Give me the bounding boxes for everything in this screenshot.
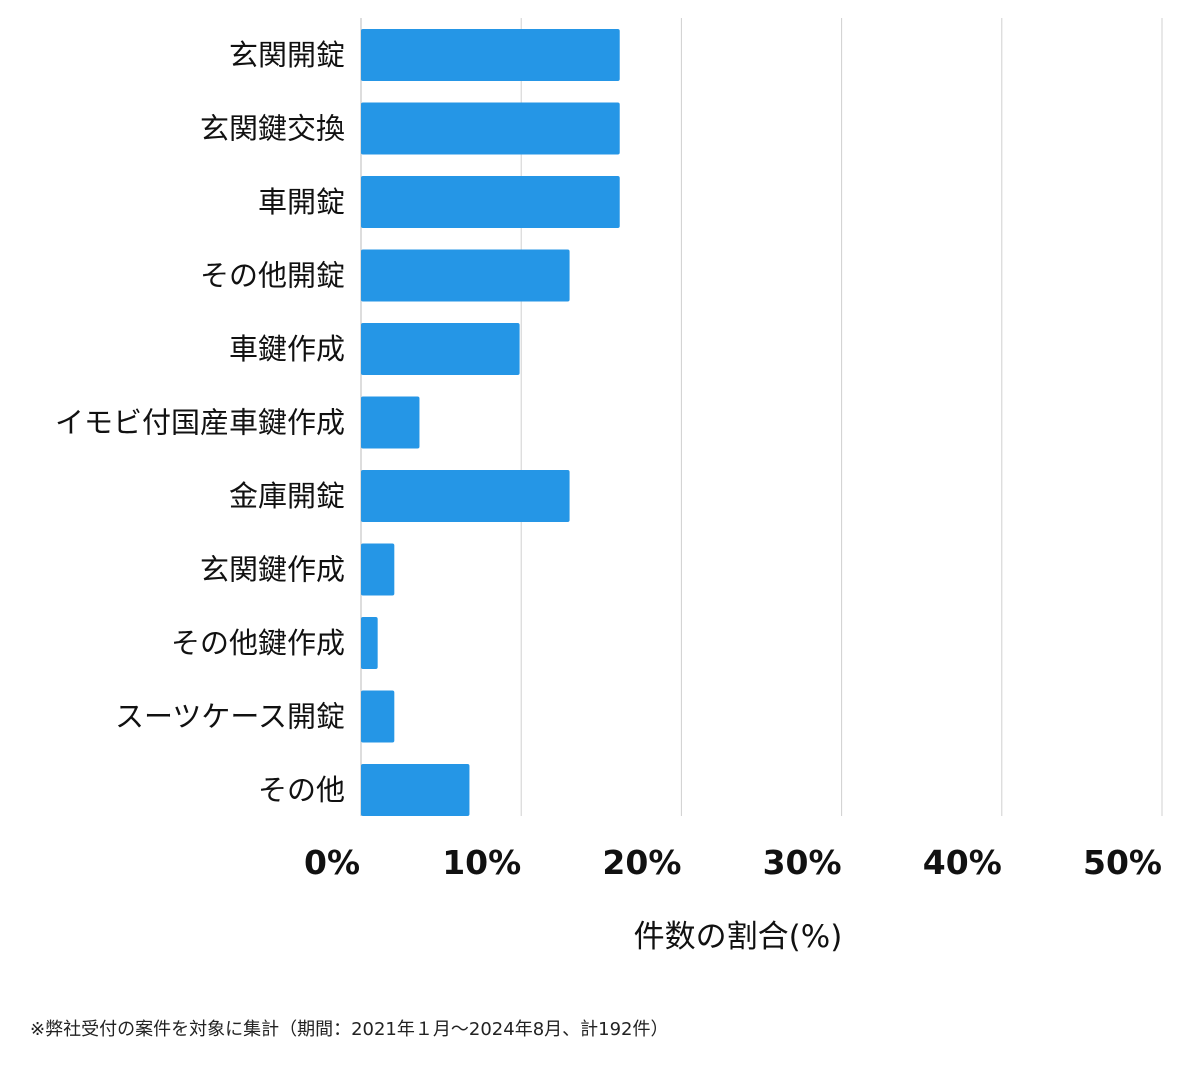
- category-label: 車開錠: [258, 185, 345, 219]
- x-tick-label: 0%: [304, 843, 360, 882]
- category-label: スーツケース開錠: [115, 700, 345, 734]
- category-label: 金庫開錠: [229, 479, 345, 513]
- category-label: 玄関鍵交換: [200, 112, 345, 146]
- bar: [361, 29, 620, 81]
- x-tick-label: 30%: [763, 843, 842, 882]
- x-tick-label: 20%: [602, 843, 681, 882]
- category-label: その他: [258, 773, 345, 807]
- bar: [361, 470, 570, 522]
- category-label: 玄関開錠: [229, 38, 345, 72]
- x-tick-label: 40%: [923, 843, 1002, 882]
- category-label: 車鍵作成: [229, 332, 345, 366]
- bar-chart: 玄関開錠玄関鍵交換車開錠その他開錠車鍵作成イモビ付国産車鍵作成金庫開錠玄関鍵作成…: [55, 18, 1163, 955]
- bar: [361, 396, 420, 449]
- bar: [361, 543, 395, 596]
- category-label: 玄関鍵作成: [200, 553, 345, 587]
- bar: [361, 323, 520, 375]
- category-label: その他開錠: [200, 259, 345, 293]
- bar: [361, 690, 395, 743]
- footnote: ※弊社受付の案件を対象に集計（期間：2021年１月〜2024年8月、計192件）: [30, 1019, 669, 1040]
- bar: [361, 764, 470, 816]
- bar: [361, 176, 620, 228]
- bar: [361, 249, 570, 302]
- category-label: イモビ付国産車鍵作成: [55, 406, 345, 440]
- x-tick-label: 10%: [442, 843, 521, 882]
- x-tick-label: 50%: [1083, 843, 1162, 882]
- bar: [361, 102, 620, 155]
- x-axis-title: 件数の割合(%): [634, 919, 843, 955]
- bar: [361, 617, 378, 669]
- category-label: その他鍵作成: [171, 626, 345, 660]
